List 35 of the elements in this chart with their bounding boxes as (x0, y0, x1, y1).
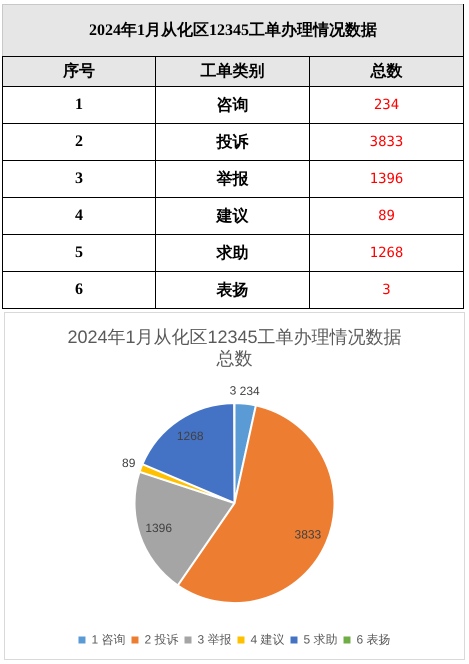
legend-label: 5 求助 (304, 632, 338, 646)
y-tick-label: 4 (2, 198, 156, 234)
data-label: 3 (230, 383, 237, 398)
legend-label: 3 举报 (197, 632, 232, 646)
text: 234 (374, 97, 400, 113)
text: 3 (382, 282, 391, 298)
text: 求助 (216, 244, 248, 262)
y-tick-label: 5 (2, 234, 156, 272)
data-label: 1268 (176, 428, 204, 443)
chart-title: 2024年1月从化区12345工单办理情况数据 (67, 326, 402, 347)
text: 1396 (370, 171, 404, 187)
data-label: 1396 (145, 520, 172, 535)
text: 举报 (216, 170, 248, 188)
y-tick-label: 6 (2, 272, 156, 308)
text: 3833 (370, 134, 404, 150)
x-tick-label: 工单类别 (156, 56, 310, 86)
chart-title: 2024年1月从化区12345工单办理情况数据 (2, 4, 464, 56)
data-label: 234 (240, 384, 260, 398)
chart-subtitle: 总数 (216, 348, 252, 368)
legend-label: 2 投诉 (144, 632, 178, 646)
text: 投诉 (216, 134, 248, 150)
legend-label: 6 表扬 (356, 632, 391, 646)
text: 咨询 (216, 96, 248, 114)
y-tick-label: 1 (2, 86, 156, 124)
text: 1268 (370, 245, 404, 261)
legend-label: 1 咨询 (91, 632, 126, 646)
data-label: 3833 (294, 527, 322, 542)
text: 建议 (216, 208, 248, 224)
y-tick-label: 3 (2, 160, 156, 198)
y-axis-title: 序号 (2, 56, 156, 86)
y-tick-label: 2 (2, 124, 156, 160)
legend-label: 4 建议 (250, 632, 285, 646)
text: 表扬 (216, 282, 248, 298)
data-label: 89 (122, 456, 136, 470)
text: 89 (378, 208, 395, 224)
